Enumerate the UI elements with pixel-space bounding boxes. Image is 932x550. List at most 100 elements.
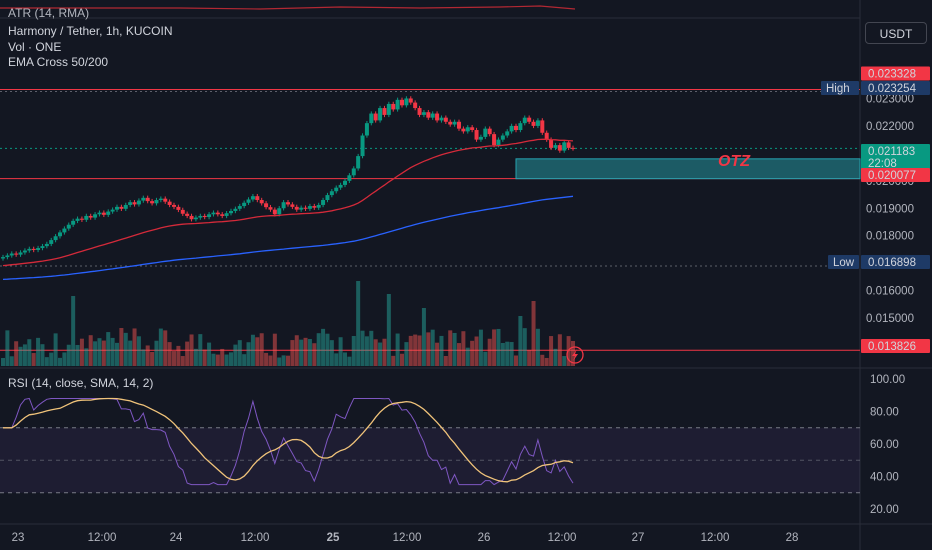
- candle-body: [531, 121, 536, 126]
- price-label-value: 0.023328: [868, 69, 916, 81]
- candle-body: [382, 108, 387, 115]
- volume-bar: [378, 342, 383, 366]
- candle-body: [207, 214, 212, 218]
- candle-body: [417, 108, 422, 115]
- volume-bar: [382, 338, 387, 366]
- candle-body: [233, 208, 238, 211]
- time-tick-label: 26: [478, 532, 491, 544]
- volume-bar: [500, 342, 505, 366]
- candle-body: [316, 204, 321, 208]
- volume-bar: [316, 333, 321, 366]
- indicator-ema-cross[interactable]: EMA Cross 50/200: [8, 55, 109, 69]
- otz-annotation[interactable]: OTZ: [718, 153, 750, 170]
- rsi-panel-title: RSI (14, close, SMA, 14, 2): [8, 376, 154, 390]
- volume-bar: [553, 348, 558, 366]
- rsi-tick-label: 100.00: [870, 374, 905, 386]
- price-label-countdown: 22:08: [868, 158, 897, 170]
- candle-body: [198, 215, 203, 218]
- candle-body: [268, 207, 273, 210]
- price-tick-label: 0.023000: [866, 93, 914, 105]
- candle-body: [562, 142, 567, 151]
- candle-body: [312, 206, 317, 208]
- volume-bar: [115, 342, 119, 366]
- candle-body: [553, 145, 558, 148]
- volume-bar: [229, 352, 233, 366]
- candle-body: [461, 128, 466, 132]
- volume-bar: [97, 338, 102, 366]
- volume-bar: [457, 343, 461, 366]
- currency-button[interactable]: USDT: [865, 22, 927, 44]
- indicator-atr[interactable]: ATR (14, RMA): [8, 6, 90, 20]
- volume-bar: [123, 332, 128, 366]
- candle-body: [259, 200, 264, 204]
- price-label-value: 0.021183: [868, 146, 915, 158]
- volume-bar: [233, 344, 238, 366]
- volume-bar: [264, 352, 269, 366]
- candle-body: [549, 139, 554, 148]
- candle-body: [224, 213, 229, 216]
- volume-bar: [404, 342, 409, 366]
- price-tick-label: 0.022000: [866, 121, 914, 133]
- volume-bar: [66, 344, 71, 366]
- candle-body: [299, 207, 304, 210]
- candle-body: [514, 125, 518, 131]
- volume-bar: [93, 341, 98, 366]
- candle-body: [110, 209, 115, 212]
- volume-bar: [53, 333, 58, 366]
- candle-body: [141, 197, 146, 201]
- volume-bar: [202, 349, 207, 366]
- candle-body: [360, 135, 365, 157]
- candle-body: [154, 200, 159, 204]
- volume-bar: [430, 329, 435, 366]
- candle-body: [22, 250, 27, 253]
- candle-body: [176, 206, 181, 210]
- volume-bar: [299, 339, 304, 366]
- volume-bar: [40, 344, 45, 366]
- candle-body: [62, 228, 67, 233]
- candle-body: [426, 112, 431, 118]
- volume-bar: [351, 335, 356, 366]
- volume-bar: [1, 358, 5, 366]
- candle-body: [27, 248, 32, 251]
- volume-bar: [18, 346, 23, 366]
- candle-body: [5, 255, 10, 258]
- candle-body: [44, 243, 49, 247]
- candle-body: [487, 128, 492, 135]
- candle-body: [150, 201, 155, 204]
- lightning-icon-bolt: [572, 349, 578, 361]
- candle-body: [272, 209, 277, 215]
- volume-bar: [189, 334, 194, 366]
- price-tag-label: High: [826, 83, 850, 95]
- candle-body: [281, 202, 286, 209]
- price-label-box: [861, 255, 930, 269]
- candle-body: [40, 246, 45, 249]
- volume-bar: [101, 340, 106, 366]
- symbol-title[interactable]: Harmony / Tether, 1h, KUCOIN: [8, 24, 173, 38]
- candle-body: [483, 128, 488, 137]
- volume-bar: [172, 351, 176, 366]
- candle-body: [132, 202, 137, 205]
- volume-bar: [347, 356, 352, 366]
- volume-bar: [106, 332, 111, 366]
- volume-bar: [220, 348, 225, 366]
- candle-body: [492, 134, 497, 146]
- candle-body: [172, 204, 176, 207]
- volume-bar: [408, 335, 413, 366]
- candle-body: [356, 156, 361, 169]
- volume-bar: [386, 294, 391, 366]
- candle-body: [334, 187, 339, 192]
- volume-bar: [527, 349, 532, 366]
- volume-bar: [535, 328, 540, 366]
- candle-body: [421, 112, 426, 115]
- lightning-icon: [566, 346, 584, 364]
- rsi-tick-label: 80.00: [870, 407, 899, 419]
- candle-body: [448, 121, 453, 125]
- indicator-volume[interactable]: Vol · ONE: [8, 40, 62, 54]
- candle-body: [452, 121, 457, 125]
- candle-body: [119, 206, 124, 209]
- candle-body: [404, 98, 409, 106]
- volume-bar: [88, 335, 93, 366]
- volume-bar: [14, 341, 19, 366]
- volume-bar: [492, 329, 497, 366]
